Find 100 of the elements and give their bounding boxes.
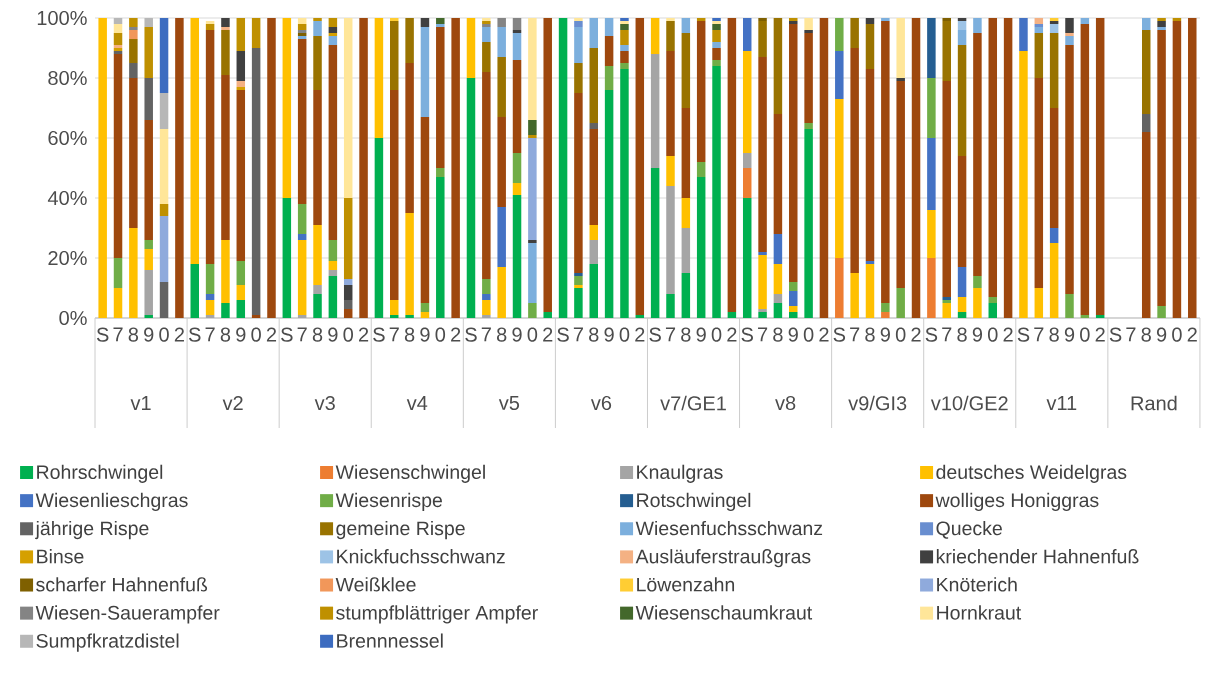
bar — [405, 315, 414, 319]
bar — [620, 69, 629, 319]
bar — [1095, 18, 1105, 316]
bar — [1080, 315, 1090, 319]
bar — [881, 312, 890, 319]
bar — [528, 303, 537, 319]
bar — [942, 303, 951, 319]
bar — [543, 18, 552, 313]
bar — [758, 312, 767, 319]
y-tick-label: 60% — [48, 130, 87, 146]
bar — [343, 198, 353, 280]
bar — [666, 294, 675, 319]
bar — [405, 63, 414, 214]
bar — [313, 21, 322, 36]
legend-label: kriechender Hahnenfuß — [936, 549, 1139, 564]
bar — [113, 18, 123, 24]
bar — [251, 315, 261, 319]
legend-label: Wiesenrispe — [335, 492, 442, 512]
bar — [512, 33, 522, 61]
bar — [436, 18, 445, 24]
bar — [819, 18, 829, 319]
bar — [236, 261, 246, 286]
bar — [988, 297, 998, 304]
bar — [175, 18, 184, 319]
x-tick-label: 7 — [942, 327, 952, 342]
legend-label: Wiesenschaumkraut — [635, 605, 813, 620]
bar — [927, 18, 936, 79]
bar — [1034, 24, 1044, 27]
bar — [528, 135, 537, 139]
bar — [988, 18, 998, 298]
x-tick-label: 9 — [236, 327, 246, 342]
x-tick-label: 9 — [604, 327, 614, 342]
bar — [1049, 243, 1059, 319]
bar — [528, 240, 537, 244]
bar — [512, 60, 522, 154]
x-tick-label: 0 — [527, 327, 538, 342]
bar — [343, 309, 353, 319]
bar — [927, 210, 936, 259]
bar — [681, 18, 691, 33]
bar — [497, 18, 506, 27]
bar — [835, 18, 844, 52]
bar — [804, 33, 813, 124]
bar — [297, 18, 307, 24]
bar — [129, 78, 138, 229]
bar — [742, 18, 752, 52]
bar — [297, 24, 307, 30]
bar — [190, 264, 199, 319]
bar — [850, 18, 859, 49]
bar — [528, 138, 537, 241]
bar — [482, 294, 491, 301]
bar — [973, 18, 982, 33]
x-tick-label: S — [925, 327, 938, 342]
bar — [113, 288, 123, 319]
bar — [865, 18, 875, 24]
bar — [420, 312, 430, 319]
bar — [666, 186, 675, 295]
bar — [205, 315, 215, 319]
bar — [205, 21, 215, 24]
x-tick-label: 7 — [205, 327, 215, 342]
bar — [635, 18, 645, 316]
x-tick-label: 2 — [635, 327, 645, 342]
bar — [1157, 27, 1166, 30]
bar — [865, 264, 875, 319]
bar — [451, 18, 460, 319]
x-tick-label: 8 — [220, 327, 231, 342]
x-tick-label: 9 — [1156, 327, 1167, 342]
bar — [420, 303, 430, 313]
bar — [574, 93, 583, 274]
bar — [758, 57, 767, 253]
bar — [528, 120, 537, 136]
x-tick-label: 0 — [987, 327, 998, 342]
bar — [497, 57, 506, 118]
bar — [589, 48, 599, 124]
bar — [205, 264, 215, 295]
x-tick-label: 8 — [681, 327, 691, 342]
bar — [773, 264, 783, 295]
bar — [1141, 114, 1151, 133]
bar — [328, 36, 338, 46]
bar — [528, 18, 537, 121]
x-tick-label: 8 — [128, 327, 139, 342]
bar — [558, 18, 568, 319]
x-tick-label: S — [649, 327, 661, 342]
bar — [789, 282, 798, 292]
x-tick-label: 8 — [312, 327, 323, 342]
bar — [1034, 288, 1044, 319]
bar — [712, 48, 721, 61]
bar — [789, 291, 798, 307]
bar — [129, 63, 138, 79]
bar — [896, 18, 905, 79]
legend-label: jährige Rispe — [35, 520, 149, 540]
legend-label: Wiesenschwingel — [335, 464, 485, 483]
x-tick-label: 0 — [803, 327, 814, 342]
y-tick-label: 20% — [48, 250, 87, 266]
bar — [620, 24, 629, 30]
bar — [159, 129, 169, 205]
x-tick-label: S — [96, 327, 109, 342]
bar — [98, 18, 107, 319]
x-tick-label: 0 — [1172, 327, 1182, 342]
y-tick-label: 100% — [37, 10, 87, 26]
bar — [881, 303, 890, 313]
